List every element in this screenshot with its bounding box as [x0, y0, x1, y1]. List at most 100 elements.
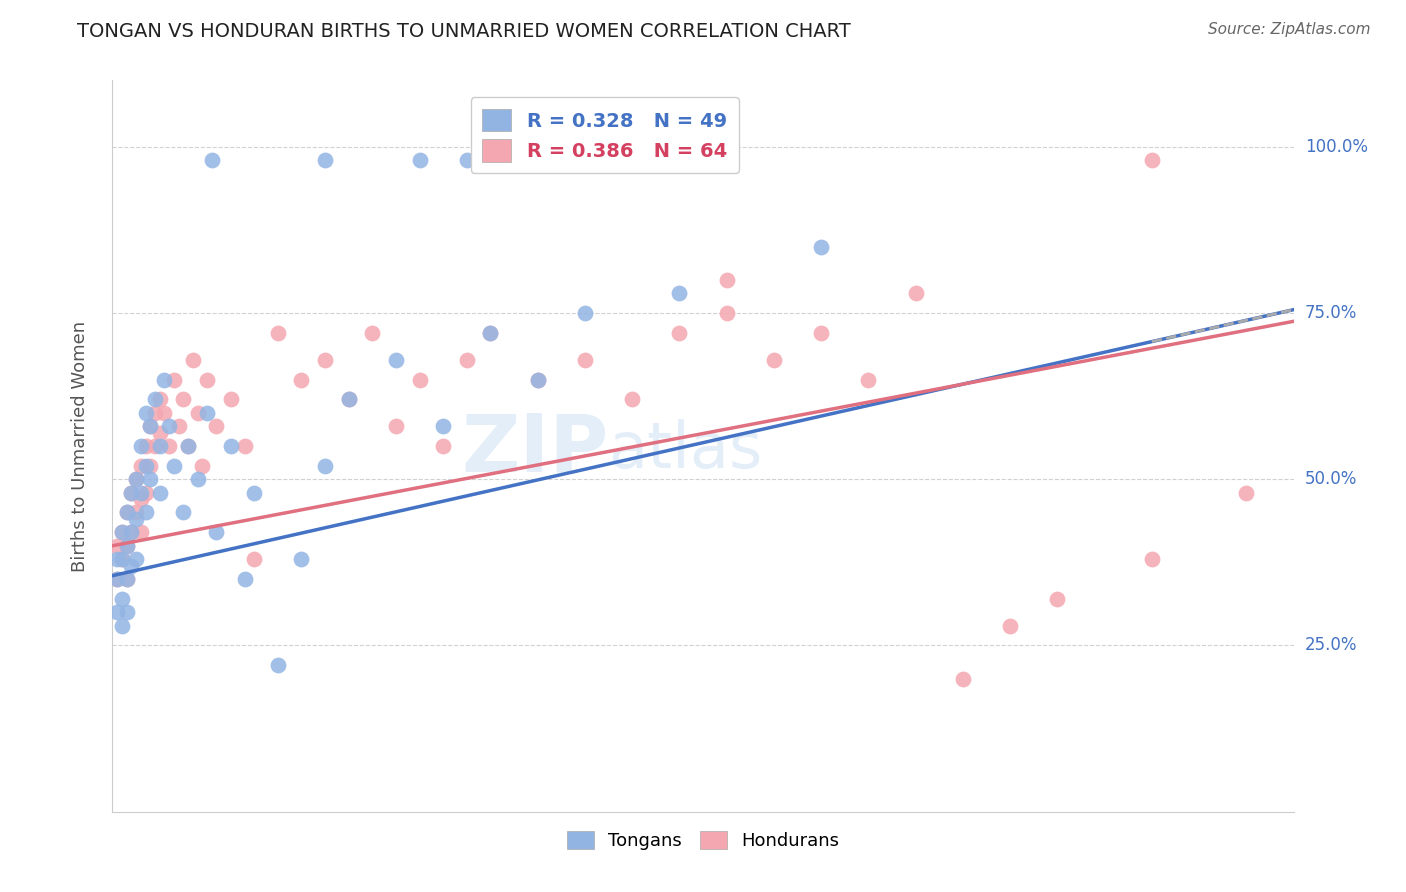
Point — [205, 419, 228, 434]
Point — [125, 552, 148, 566]
Point — [205, 525, 228, 540]
Point — [149, 485, 172, 500]
Point — [716, 306, 738, 320]
Point — [139, 472, 162, 486]
Point — [135, 485, 157, 500]
Point — [120, 558, 142, 573]
Point — [135, 506, 157, 520]
Point — [290, 372, 312, 386]
Point — [1140, 552, 1163, 566]
Point — [105, 572, 128, 586]
Point — [115, 539, 138, 553]
Point — [120, 485, 142, 500]
Point — [479, 153, 502, 167]
Point — [904, 286, 927, 301]
Point — [526, 372, 548, 386]
Point — [290, 552, 312, 566]
Point — [337, 392, 360, 407]
Point — [115, 572, 138, 586]
Point — [810, 326, 832, 340]
Point — [125, 472, 148, 486]
Point — [314, 352, 336, 367]
Point — [314, 153, 336, 167]
Point — [432, 439, 454, 453]
Point — [105, 552, 128, 566]
Point — [432, 419, 454, 434]
Point — [810, 239, 832, 253]
Point — [143, 392, 166, 407]
Point — [149, 439, 172, 453]
Point — [219, 439, 242, 453]
Point — [120, 525, 142, 540]
Point — [129, 458, 152, 473]
Point — [267, 658, 290, 673]
Point — [129, 492, 152, 507]
Text: 50.0%: 50.0% — [1305, 470, 1357, 488]
Point — [115, 506, 138, 520]
Point — [621, 392, 644, 407]
Point — [479, 326, 502, 340]
Point — [177, 439, 200, 453]
Point — [157, 439, 180, 453]
Point — [143, 406, 166, 420]
Point — [479, 326, 502, 340]
Point — [111, 618, 134, 632]
Point — [111, 525, 134, 540]
Text: TONGAN VS HONDURAN BIRTHS TO UNMARRIED WOMEN CORRELATION CHART: TONGAN VS HONDURAN BIRTHS TO UNMARRIED W… — [77, 22, 851, 41]
Point — [139, 419, 162, 434]
Point — [361, 326, 384, 340]
Point — [120, 525, 142, 540]
Point — [233, 572, 256, 586]
Point — [135, 406, 157, 420]
Point — [111, 525, 134, 540]
Point — [408, 372, 430, 386]
Point — [858, 372, 880, 386]
Point — [135, 458, 157, 473]
Point — [243, 552, 266, 566]
Legend: Tongans, Hondurans: Tongans, Hondurans — [560, 823, 846, 857]
Point — [195, 372, 218, 386]
Point — [129, 439, 152, 453]
Point — [163, 372, 186, 386]
Point — [125, 512, 148, 526]
Text: 25.0%: 25.0% — [1305, 637, 1357, 655]
Point — [952, 672, 974, 686]
Point — [668, 286, 690, 301]
Point — [139, 458, 162, 473]
Point — [125, 506, 148, 520]
Point — [385, 352, 408, 367]
Point — [456, 153, 478, 167]
Point — [105, 572, 128, 586]
Point — [1140, 153, 1163, 167]
Point — [115, 605, 138, 619]
Text: Source: ZipAtlas.com: Source: ZipAtlas.com — [1208, 22, 1371, 37]
Point — [408, 153, 430, 167]
Point — [115, 572, 138, 586]
Point — [167, 419, 190, 434]
Point — [574, 352, 596, 367]
Point — [111, 591, 134, 606]
Y-axis label: Births to Unmarried Women: Births to Unmarried Women — [70, 320, 89, 572]
Point — [195, 406, 218, 420]
Point — [385, 419, 408, 434]
Point — [219, 392, 242, 407]
Point — [125, 472, 148, 486]
Point — [149, 392, 172, 407]
Point — [135, 439, 157, 453]
Point — [153, 372, 176, 386]
Point — [105, 539, 128, 553]
Point — [153, 406, 176, 420]
Point — [243, 485, 266, 500]
Point — [115, 539, 138, 553]
Point — [172, 392, 194, 407]
Text: atlas: atlas — [609, 418, 763, 481]
Point — [163, 458, 186, 473]
Text: 100.0%: 100.0% — [1305, 137, 1368, 156]
Point — [149, 425, 172, 440]
Point — [111, 552, 134, 566]
Text: ZIP: ZIP — [461, 410, 609, 489]
Point — [456, 352, 478, 367]
Point — [105, 605, 128, 619]
Point — [120, 485, 142, 500]
Point — [129, 485, 152, 500]
